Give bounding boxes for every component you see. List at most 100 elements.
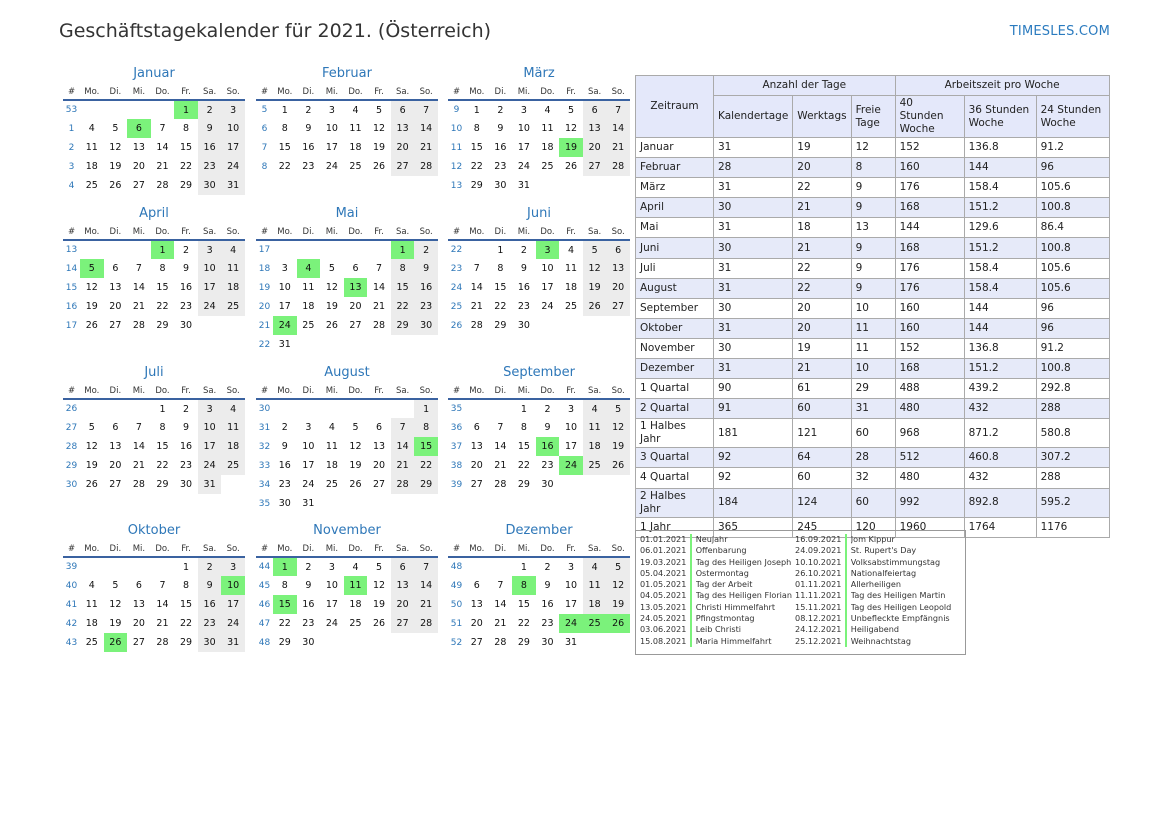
- stats-value: 144: [963, 157, 1037, 179]
- week-number: 22: [258, 339, 271, 350]
- stats-value: 176: [894, 257, 965, 279]
- weekday-header: Mi.: [127, 222, 151, 241]
- holiday-date: 10.10.2021: [795, 556, 847, 568]
- stats-value: 158.4: [963, 177, 1037, 199]
- brand-link[interactable]: TIMESLES.COM: [1009, 24, 1110, 39]
- day-cell: 24: [325, 161, 338, 172]
- holiday-day-cell: 19: [559, 138, 583, 157]
- month-calendar: April # Mo. Di. Mi. Do. Fr. Sa. So. 13 1 2 3 4 14 5 6 7 8 9…: [63, 206, 245, 335]
- day-cell: 26: [325, 320, 338, 331]
- holiday-day-cell: 13: [343, 278, 368, 297]
- period-label: September: [635, 297, 714, 319]
- stats-value: 105.6: [1035, 277, 1110, 299]
- stats-value: 105.6: [1035, 177, 1110, 199]
- holiday-day-cell: 5: [80, 259, 104, 278]
- day-cell: 28: [372, 320, 386, 331]
- day-cell: 8: [183, 580, 190, 591]
- day-cell: 8: [497, 263, 504, 274]
- holiday-date: 03.06.2021: [640, 624, 692, 636]
- weekday-header: Mi.: [512, 222, 536, 241]
- day-cell: 1: [520, 403, 527, 415]
- stats-value: 158.4: [963, 277, 1037, 299]
- day-cell: 23: [179, 301, 193, 312]
- day-cell: 16: [302, 142, 315, 153]
- weekday-header: Di.: [103, 381, 128, 400]
- day-cell: 8: [281, 123, 288, 134]
- day-cell: 16: [197, 595, 222, 614]
- stats-row: August 31 22 9 176 158.4 105.6: [635, 277, 1110, 299]
- weekday-header: Di.: [296, 82, 321, 101]
- day-cell: 8: [390, 259, 415, 278]
- empty-day-cell: [414, 335, 438, 354]
- week-number: 5: [261, 105, 268, 115]
- stats-value: 168: [894, 237, 965, 259]
- weekday-header: #: [256, 381, 273, 400]
- day-cell: 8: [281, 580, 288, 591]
- day-cell: 22: [179, 161, 193, 172]
- holiday-row: 24.05.2021 Pfingstmontag 08.12.2021 Unbefle…: [640, 613, 965, 625]
- stats-value: 20: [792, 317, 852, 339]
- stats-value: 22: [792, 177, 852, 199]
- holiday-row: 01.05.2021 Tag der Arbeit 01.11.2021 Allerh…: [640, 579, 965, 591]
- day-cell: 12: [372, 580, 386, 591]
- stats-value: 10: [850, 358, 896, 380]
- day-cell: 4: [568, 244, 575, 256]
- week-number: 29: [65, 460, 78, 471]
- month-calendar: Juni # Mo. Di. Mi. Do. Fr. Sa. So. 22 1 2 3 4 5 6 23 7 8 9 1…: [448, 206, 630, 335]
- weekday-header: #: [448, 222, 465, 241]
- holiday-date: 16.09.2021: [795, 534, 847, 546]
- week-number: 38: [450, 460, 463, 471]
- weekday-header: Di.: [296, 381, 321, 400]
- day-cell: 28: [156, 637, 169, 648]
- day-cell: 19: [582, 278, 607, 297]
- stats-value: 144: [894, 217, 965, 239]
- day-cell: 18: [582, 595, 607, 614]
- empty-day-cell: [489, 557, 513, 576]
- day-cell: 14: [156, 599, 169, 610]
- day-cell: 30: [517, 320, 530, 331]
- stats-value: 1960: [894, 516, 965, 538]
- week-number: 37: [450, 441, 463, 452]
- stats-value: 176: [894, 277, 965, 299]
- day-cell: 28: [470, 320, 483, 331]
- holiday-day-cell: 25: [582, 614, 607, 633]
- weekday-header: Sa.: [390, 539, 415, 558]
- month-calendar: November # Mo. Di. Mi. Do. Fr. Sa. So. 44 1 2 3 4 5 6 7 4…: [256, 523, 438, 652]
- day-cell: 17: [278, 301, 291, 312]
- weekday-header: So.: [414, 539, 438, 558]
- stats-value: 8: [850, 157, 896, 179]
- stats-value: 144: [963, 297, 1037, 319]
- empty-day-cell: [221, 316, 245, 335]
- holiday-day-cell: 24: [559, 614, 583, 633]
- week-number: 40: [65, 580, 78, 591]
- day-cell: 22: [470, 161, 483, 172]
- day-cell: 14: [372, 282, 386, 293]
- stats-value: 32: [850, 467, 896, 489]
- period-label: Dezember: [635, 358, 714, 380]
- period-label: April: [635, 197, 714, 219]
- empty-day-cell: [104, 557, 128, 576]
- stats-value: 31: [712, 317, 794, 339]
- col-period: Zeitraum: [635, 75, 714, 138]
- month-name: Februar: [322, 66, 372, 81]
- stats-value: 19: [792, 337, 852, 360]
- day-cell: 13: [109, 441, 122, 452]
- day-cell: 6: [352, 263, 359, 274]
- day-cell: 10: [197, 418, 222, 437]
- day-cell: 31: [517, 180, 530, 191]
- holiday-date: 04.05.2021: [640, 590, 692, 602]
- day-cell: 30: [179, 479, 193, 490]
- day-cell: 1: [281, 104, 288, 116]
- stats-value: 288: [1035, 398, 1110, 420]
- day-cell: 14: [494, 599, 507, 610]
- empty-day-cell: [606, 475, 630, 494]
- day-cell: 19: [109, 161, 122, 172]
- holiday-day-cell: 15: [414, 437, 438, 456]
- week-number: 48: [258, 637, 271, 648]
- day-cell: 19: [109, 618, 122, 629]
- holiday-day-cell: 26: [103, 633, 128, 652]
- holiday-name: Heiligabend: [850, 624, 900, 635]
- weekday-header: Di.: [103, 82, 128, 101]
- day-cell: 21: [494, 618, 507, 629]
- day-cell: 25: [221, 456, 245, 475]
